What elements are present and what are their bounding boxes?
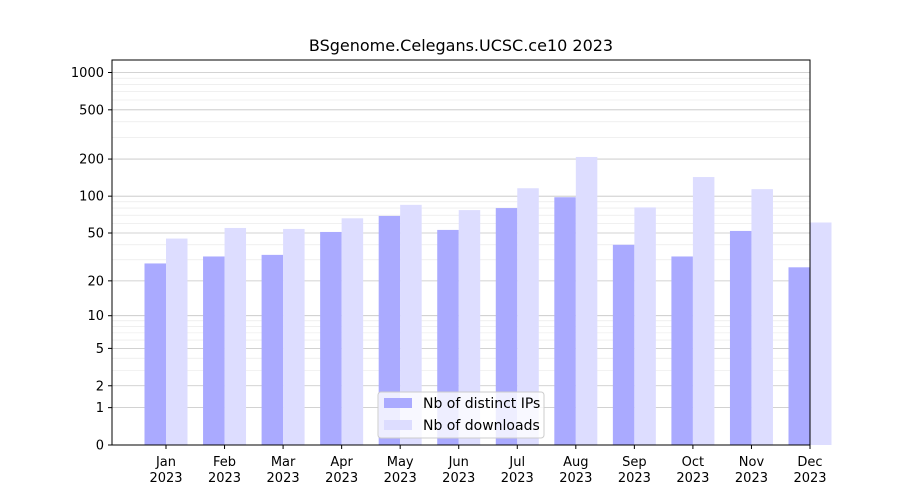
y-tick-label: 1000 — [71, 66, 104, 81]
bar-distinct-ips-aug — [554, 197, 576, 445]
x-tick-label-year: 2023 — [676, 471, 709, 486]
x-tick-label-year: 2023 — [267, 471, 300, 486]
y-tick-label: 500 — [79, 103, 104, 118]
bar-downloads-sep — [634, 207, 656, 445]
bars — [144, 156, 832, 445]
x-tick-label-year: 2023 — [793, 471, 826, 486]
x-tick-label-month: Dec — [797, 455, 822, 470]
bar-downloads-mar — [283, 228, 305, 445]
x-tick-label-month: May — [387, 455, 414, 470]
x-tick-label-month: Jan — [155, 455, 176, 470]
bar-downloads-oct — [692, 177, 715, 445]
y-tick-label: 50 — [87, 227, 104, 242]
bar-distinct-ips-mar — [261, 254, 284, 445]
x-tick-label-year: 2023 — [501, 471, 534, 486]
x-tick-label-year: 2023 — [208, 471, 241, 486]
bar-distinct-ips-sep — [612, 244, 635, 445]
plot-frame — [111, 59, 811, 446]
bar-downloads-feb — [224, 227, 247, 445]
bar-distinct-ips-jun — [437, 229, 459, 445]
x-tick-label-year: 2023 — [384, 471, 417, 486]
bar-downloads-nov — [751, 189, 773, 445]
bar-distinct-ips-apr — [320, 231, 342, 445]
bar-distinct-ips-jul — [495, 208, 518, 445]
bar-downloads-jan — [166, 238, 188, 445]
bar-downloads-may — [400, 204, 422, 445]
x-tick-label-month: Jun — [448, 455, 469, 470]
bar-downloads-jun — [458, 210, 481, 445]
x-tick-label-year: 2023 — [559, 471, 592, 486]
bar-distinct-ips-jan — [144, 263, 166, 445]
x-tick-label-year: 2023 — [618, 471, 651, 486]
y-tick-label: 10 — [87, 309, 104, 324]
x-tick-label-month: Aug — [563, 455, 588, 470]
x-tick-label-year: 2023 — [442, 471, 475, 486]
bar-distinct-ips-feb — [203, 256, 225, 445]
bar-distinct-ips-dec — [788, 267, 810, 445]
x-tick-label-year: 2023 — [735, 471, 768, 486]
legend-swatch-distinct-ips — [384, 398, 412, 408]
x-tick-label-year: 2023 — [325, 471, 358, 486]
y-tick-label: 0 — [96, 439, 104, 454]
x-tick-label-month: Jul — [508, 455, 525, 470]
bar-downloads-dec — [810, 222, 832, 445]
legend: Nb of distinct IPs Nb of downloads — [377, 391, 545, 439]
x-tick-label-month: Apr — [330, 455, 353, 470]
y-tick-label: 100 — [79, 190, 104, 205]
legend-label-downloads: Nb of downloads — [423, 418, 540, 434]
x-tick-label-month: Mar — [271, 455, 296, 470]
y-axis: 0 1 2 5 10 20 50 100 200 500 1000 — [71, 66, 112, 454]
y-tick-label: 1 — [96, 401, 104, 416]
legend-label-distinct-ips: Nb of distinct IPs — [423, 396, 540, 412]
bar-downloads-jul — [517, 188, 539, 445]
x-tick-label-month: Nov — [739, 455, 765, 470]
y-tick-label: 5 — [96, 342, 104, 357]
x-tick-label-month: Sep — [622, 455, 647, 470]
legend-box — [377, 391, 545, 439]
bar-distinct-ips-may — [378, 215, 401, 445]
bar-downloads-apr — [341, 218, 364, 445]
legend-swatch-downloads — [384, 420, 412, 430]
x-tick-label-month: Oct — [682, 455, 704, 470]
bar-downloads-aug — [575, 156, 598, 445]
y-tick-label: 200 — [79, 153, 104, 168]
bar-distinct-ips-nov — [729, 230, 752, 445]
x-axis: Jan2023Feb2023Mar2023Apr2023May2023Jun20… — [149, 445, 827, 486]
y-tick-label: 20 — [87, 274, 104, 289]
x-tick-label-year: 2023 — [149, 471, 182, 486]
bar-distinct-ips-oct — [671, 256, 693, 445]
y-tick-label: 2 — [96, 379, 104, 394]
chart-title: BSgenome.Celegans.UCSC.ce10 2023 — [309, 36, 613, 55]
x-tick-label-month: Feb — [213, 455, 236, 470]
